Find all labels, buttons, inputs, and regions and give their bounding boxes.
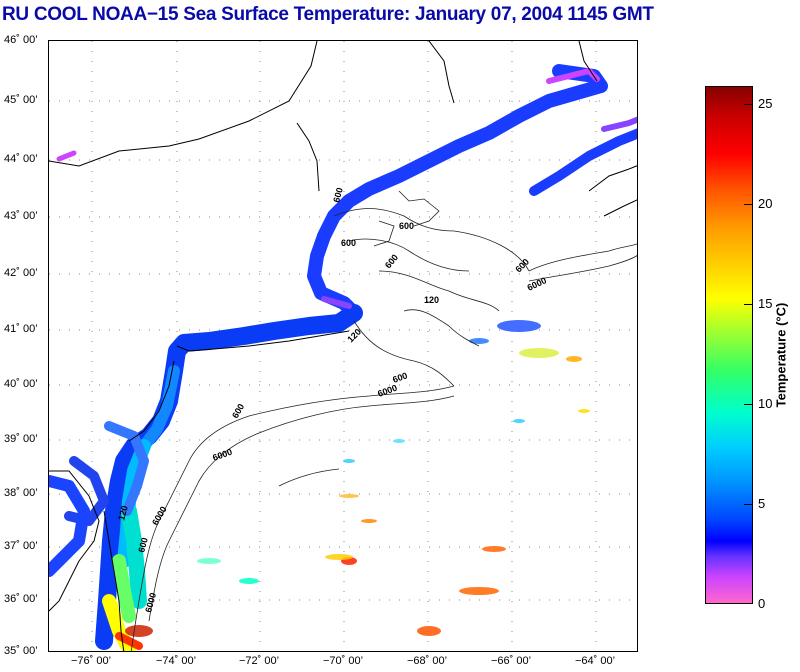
lat-label-35: 35˚ 00’ — [4, 645, 38, 657]
depth-label: 6000 — [526, 275, 548, 293]
sst-offshore-patches — [125, 320, 590, 637]
colorbar-title: Temperature (°C) — [773, 302, 789, 408]
colorbar-tick — [744, 304, 753, 305]
sst-map-canvas: 600 600 600 600 120 120 600 6000 600 600… — [49, 41, 637, 651]
lat-label-40: 40˚ 00’ — [4, 378, 38, 390]
coastline — [49, 41, 637, 651]
depth-label: 6000 — [150, 505, 169, 527]
colorbar-label-25: 25 — [758, 96, 773, 111]
colorbar-tick — [744, 404, 753, 405]
lat-label-39: 39˚ 00’ — [4, 433, 38, 445]
colorbar-tick — [744, 204, 753, 205]
colorbar-label-10: 10 — [758, 396, 773, 411]
lat-label-46: 46˚ 00’ — [4, 34, 38, 46]
bathymetry-contours — [130, 190, 637, 651]
lat-label-45: 45˚ 00’ — [4, 94, 38, 106]
contour-labels: 600 600 600 600 120 120 600 6000 600 600… — [116, 186, 548, 613]
lat-label-38: 38˚ 00’ — [4, 487, 38, 499]
lat-label-44: 44˚ 00’ — [4, 153, 38, 165]
depth-label: 120 — [424, 295, 439, 305]
depth-label: 600 — [399, 221, 414, 231]
lon-label-64: −64˚ 00’ — [574, 655, 616, 667]
colorbar-label-0: 0 — [758, 596, 766, 611]
depth-label: 6000 — [211, 447, 233, 463]
depth-label: 120 — [345, 327, 363, 345]
temperature-colorbar — [705, 86, 753, 604]
map-title: RU COOL NOAA−15 Sea Surface Temperature:… — [2, 4, 654, 25]
lon-label-68: −68˚ 00’ — [406, 655, 448, 667]
depth-label: 600 — [136, 536, 150, 553]
depth-label: 600 — [383, 252, 400, 270]
lon-label-70: −70˚ 00’ — [322, 655, 364, 667]
lat-label-36: 36˚ 00’ — [4, 593, 38, 605]
sst-coastal-band — [49, 64, 637, 651]
graticule — [49, 41, 637, 651]
colorbar-label-15: 15 — [758, 296, 773, 311]
depth-label: 600 — [513, 257, 531, 275]
depth-label: 600 — [230, 402, 246, 420]
lon-label-74: −74˚ 00’ — [155, 655, 197, 667]
sst-map: 600 600 600 600 120 120 600 6000 600 600… — [48, 40, 638, 652]
lon-label-76: −76˚ 00’ — [70, 655, 112, 667]
lat-label-41: 41˚ 00’ — [4, 323, 38, 335]
colorbar-tick — [744, 104, 753, 105]
lon-label-66: −66˚ 00’ — [490, 655, 532, 667]
colorbar-label-5: 5 — [758, 496, 766, 511]
depth-label: 600 — [341, 238, 356, 248]
lon-label-72: −72˚ 00’ — [238, 655, 280, 667]
colorbar-tick — [744, 504, 753, 505]
colorbar-label-20: 20 — [758, 196, 773, 211]
depth-label: 600 — [391, 370, 409, 385]
depth-label: 600 — [331, 186, 345, 203]
lat-label-37: 37˚ 00’ — [4, 540, 38, 552]
lat-label-43: 43˚ 00’ — [4, 210, 38, 222]
depth-label: 120 — [116, 504, 130, 521]
lat-label-42: 42˚ 00’ — [4, 267, 38, 279]
